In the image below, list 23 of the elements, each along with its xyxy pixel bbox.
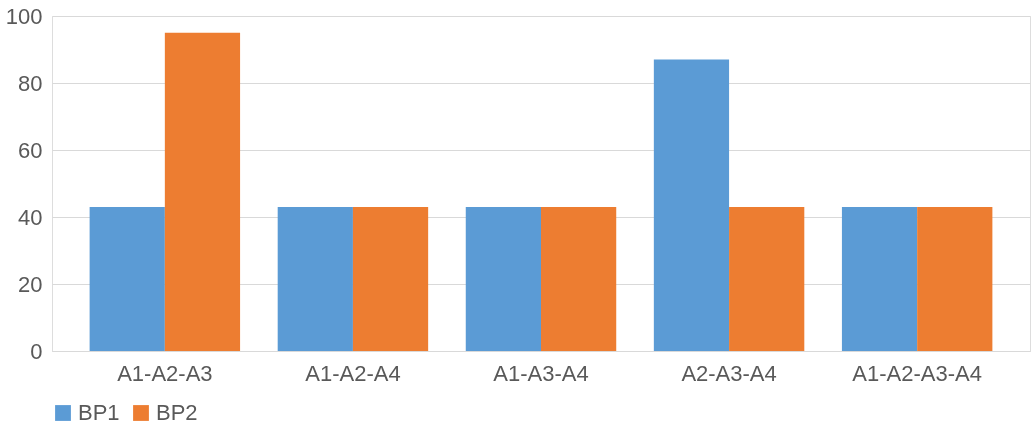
bar [541,206,617,351]
x-tick-label: A1-A2-A4 [305,360,401,386]
y-tick-label: 0 [30,338,43,364]
bar [277,206,353,351]
legend-label: BP2 [156,400,198,425]
bar [653,59,730,351]
x-tick-label: A2-A3-A4 [681,360,777,386]
bar [164,32,241,351]
bar [729,206,805,351]
y-tick-label: 80 [18,70,43,96]
x-tick-label: A1-A2-A3-A4 [852,360,982,386]
y-tick-label: 60 [18,137,43,163]
bar [89,206,165,351]
legend-label: BP1 [78,400,120,425]
bar [917,206,993,351]
bar [352,206,429,351]
bar [841,206,918,351]
x-tick-label: A1-A2-A3 [117,360,213,386]
x-tick-label: A1-A3-A4 [493,360,589,386]
y-tick-label: 20 [18,271,43,297]
y-tick-label: 40 [18,204,43,230]
y-tick-label: 100 [5,3,43,29]
bar [465,206,541,351]
